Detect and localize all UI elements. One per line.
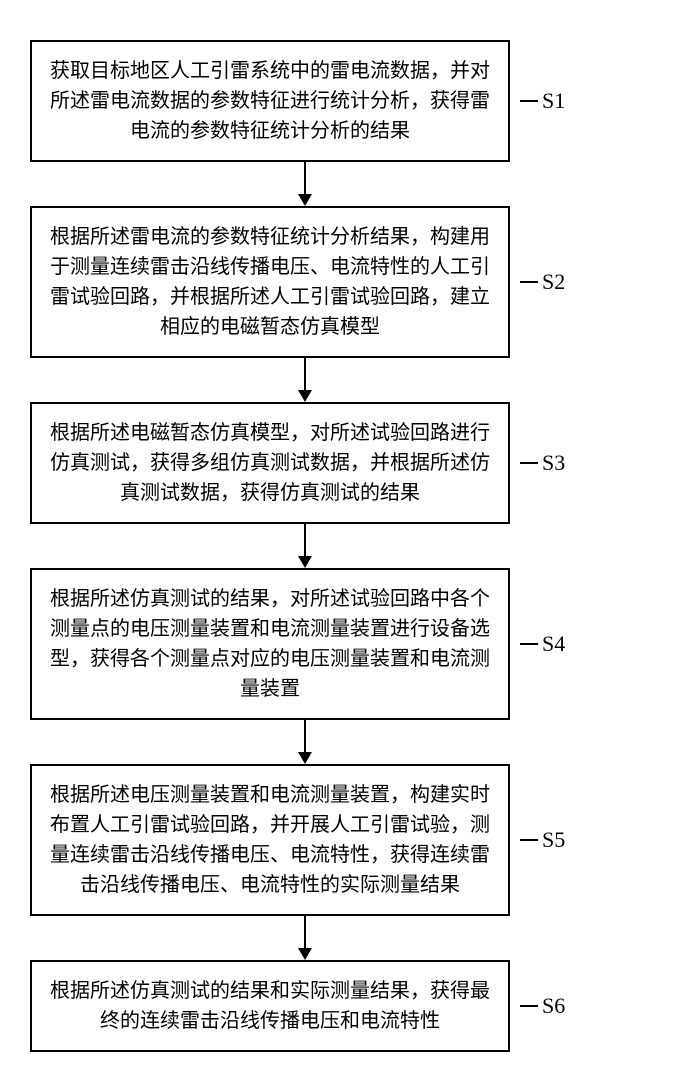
node-text: 根据所述电磁暂态仿真模型，对所述试验回路进行仿真测试，获得多组仿真测试数据，并根… — [50, 422, 490, 504]
label-text: S1 — [542, 88, 565, 114]
label-tick — [520, 839, 538, 841]
node-label-s6: S6 — [520, 993, 580, 1019]
flow-arrow — [65, 524, 545, 568]
flow-row: 根据所述仿真测试的结果，对所述试验回路中各个测量点的电压测量装置和电流测量装置进… — [30, 568, 650, 720]
flow-node-s4: 根据所述仿真测试的结果，对所述试验回路中各个测量点的电压测量装置和电流测量装置进… — [30, 568, 510, 720]
node-text: 获取目标地区人工引雷系统中的雷电流数据，并对所述雷电流数据的参数特征进行统计分析… — [50, 60, 490, 142]
arrow-down-icon — [298, 556, 312, 568]
flow-arrow — [65, 916, 545, 960]
flow-node-s6: 根据所述仿真测试的结果和实际测量结果，获得最终的连续雷击沿线传播电压和电流特性 — [30, 960, 510, 1052]
label-tick — [520, 1005, 538, 1007]
flow-arrow — [65, 358, 545, 402]
node-label-s4: S4 — [520, 631, 580, 657]
flow-row: 根据所述电压测量装置和电流测量装置，构建实时布置人工引雷试验回路，并开展人工引雷… — [30, 764, 650, 916]
arrow-down-icon — [298, 390, 312, 402]
node-label-s3: S3 — [520, 450, 580, 476]
label-text: S6 — [542, 993, 565, 1019]
node-text: 根据所述仿真测试的结果，对所述试验回路中各个测量点的电压测量装置和电流测量装置进… — [50, 588, 490, 700]
label-tick — [520, 100, 538, 102]
label-tick — [520, 462, 538, 464]
label-tick — [520, 281, 538, 283]
arrow-down-icon — [298, 948, 312, 960]
flow-row: 获取目标地区人工引雷系统中的雷电流数据，并对所述雷电流数据的参数特征进行统计分析… — [30, 40, 650, 162]
flow-row: 根据所述仿真测试的结果和实际测量结果，获得最终的连续雷击沿线传播电压和电流特性 … — [30, 960, 650, 1052]
flow-node-s1: 获取目标地区人工引雷系统中的雷电流数据，并对所述雷电流数据的参数特征进行统计分析… — [30, 40, 510, 162]
label-text: S4 — [542, 631, 565, 657]
label-tick — [520, 643, 538, 645]
label-text: S3 — [542, 450, 565, 476]
flow-arrow — [65, 720, 545, 764]
label-text: S2 — [542, 269, 565, 295]
flowchart-container: 获取目标地区人工引雷系统中的雷电流数据，并对所述雷电流数据的参数特征进行统计分析… — [0, 0, 680, 1092]
arrow-down-icon — [298, 752, 312, 764]
flow-arrow — [65, 162, 545, 206]
node-text: 根据所述雷电流的参数特征统计分析结果，构建用于测量连续雷击沿线传播电压、电流特性… — [50, 226, 490, 338]
flow-node-s5: 根据所述电压测量装置和电流测量装置，构建实时布置人工引雷试验回路，并开展人工引雷… — [30, 764, 510, 916]
flow-node-s2: 根据所述雷电流的参数特征统计分析结果，构建用于测量连续雷击沿线传播电压、电流特性… — [30, 206, 510, 358]
label-text: S5 — [542, 827, 565, 853]
node-text: 根据所述仿真测试的结果和实际测量结果，获得最终的连续雷击沿线传播电压和电流特性 — [50, 980, 490, 1032]
node-text: 根据所述电压测量装置和电流测量装置，构建实时布置人工引雷试验回路，并开展人工引雷… — [50, 784, 490, 896]
flow-row: 根据所述电磁暂态仿真模型，对所述试验回路进行仿真测试，获得多组仿真测试数据，并根… — [30, 402, 650, 524]
flow-row: 根据所述雷电流的参数特征统计分析结果，构建用于测量连续雷击沿线传播电压、电流特性… — [30, 206, 650, 358]
node-label-s1: S1 — [520, 88, 580, 114]
node-label-s5: S5 — [520, 827, 580, 853]
arrow-down-icon — [298, 194, 312, 206]
node-label-s2: S2 — [520, 269, 580, 295]
flow-node-s3: 根据所述电磁暂态仿真模型，对所述试验回路进行仿真测试，获得多组仿真测试数据，并根… — [30, 402, 510, 524]
